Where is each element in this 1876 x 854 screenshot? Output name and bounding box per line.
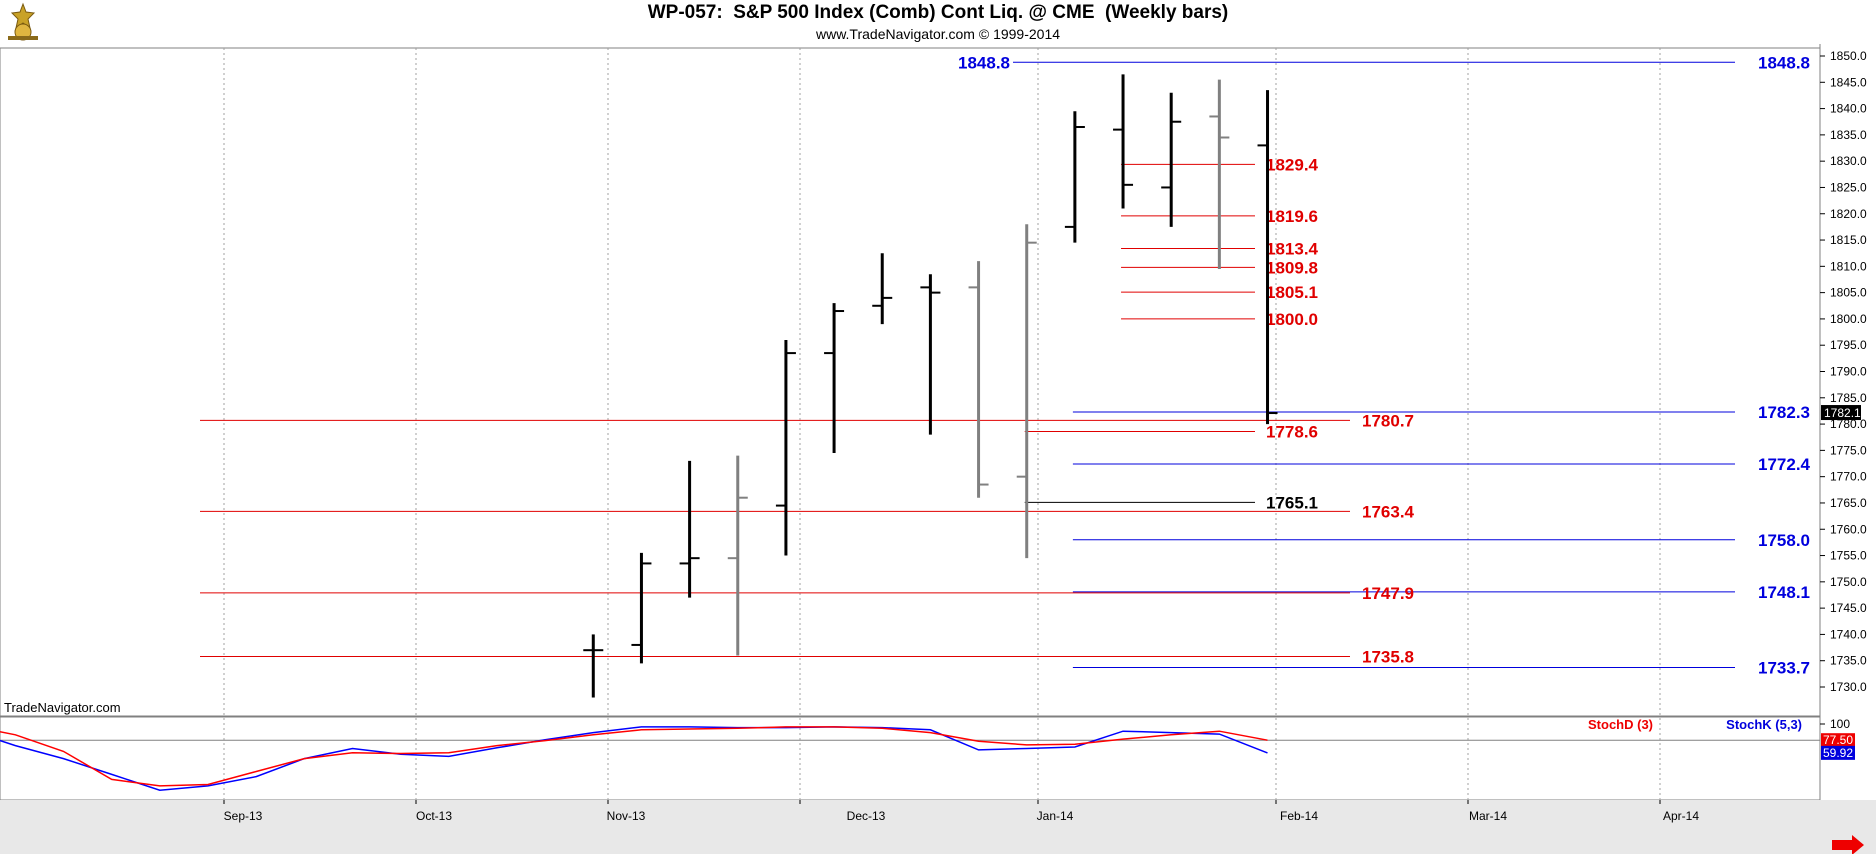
level-label: 1829.4 xyxy=(1266,155,1319,174)
level-label: 1748.1 xyxy=(1758,583,1810,602)
level-label: 1782.3 xyxy=(1758,403,1810,422)
price-tick-label: 1760.0 xyxy=(1830,522,1867,536)
price-tick-label: 1795.0 xyxy=(1830,338,1867,352)
level-label: 1848.8 xyxy=(1758,53,1810,72)
date-label: Mar-14 xyxy=(1469,809,1507,823)
price-panel-frame xyxy=(0,47,1821,717)
price-tick-label: 1840.0 xyxy=(1830,102,1867,116)
price-tick-label: 1835.0 xyxy=(1830,128,1867,142)
level-label: 1778.6 xyxy=(1266,422,1318,441)
level-label: 1780.7 xyxy=(1362,411,1414,430)
price-tick-label: 1765.0 xyxy=(1830,496,1867,510)
last-price-box xyxy=(1821,405,1861,421)
stochd-value-box xyxy=(1821,733,1855,748)
price-tick-label: 1785.0 xyxy=(1830,391,1867,405)
price-tick-label: 1735.0 xyxy=(1830,654,1867,668)
date-label: Jan-14 xyxy=(1037,809,1074,823)
level-label: 1813.4 xyxy=(1266,239,1319,258)
chart-header: WP-057: S&P 500 Index (Comb) Cont Liq. @… xyxy=(0,0,1876,44)
date-label: Nov-13 xyxy=(607,809,646,823)
level-label: 1772.4 xyxy=(1758,455,1811,474)
price-tick-label: 1805.0 xyxy=(1830,286,1867,300)
stochd-value: 77.50 xyxy=(1823,733,1853,747)
date-label: Feb-14 xyxy=(1280,809,1318,823)
watermark: TradeNavigator.com xyxy=(4,700,121,715)
price-tick-label: 1790.0 xyxy=(1830,365,1867,379)
level-label: 1758.0 xyxy=(1758,531,1810,550)
level-label: 1765.1 xyxy=(1266,493,1318,512)
level-label: 1735.8 xyxy=(1362,648,1414,667)
date-axis: Sep-13 Oct-13 Nov-13 Dec-13 Jan-14 Feb-14 Mar-… xyxy=(223,800,1699,823)
date-label: Apr-14 xyxy=(1663,809,1699,823)
price-bars xyxy=(583,74,1278,698)
stochastic-legend: StochD (3) StochK (5,3) xyxy=(1588,717,1802,732)
price-tick-label: 1730.0 xyxy=(1830,680,1867,694)
level-label: 1733.7 xyxy=(1758,659,1810,678)
price-tick-label: 1815.0 xyxy=(1830,233,1867,247)
price-tick-label: 1770.0 xyxy=(1830,470,1867,484)
price-tick-label: 1775.0 xyxy=(1830,443,1867,457)
price-tick-label: 1780.0 xyxy=(1830,417,1867,431)
trade-navigator-logo-icon xyxy=(8,2,38,41)
price-tick-label: 1800.0 xyxy=(1830,312,1867,326)
stoch-line xyxy=(0,726,1268,787)
level-label: 1763.4 xyxy=(1362,502,1415,521)
level-label: 1805.1 xyxy=(1266,283,1318,302)
level-label: 1800.0 xyxy=(1266,310,1318,329)
price-tick-label: 1830.0 xyxy=(1830,154,1867,168)
price-tick-label: 1750.0 xyxy=(1830,575,1867,589)
level-label: 1747.9 xyxy=(1362,584,1414,603)
level-label-left: 1848.8 xyxy=(958,53,1010,72)
legend-stochd: StochD (3) xyxy=(1588,717,1653,732)
chart-title: WP-057: S&P 500 Index (Comb) Cont Liq. @… xyxy=(647,2,1229,23)
date-label: Dec-13 xyxy=(847,809,886,823)
level-label: 1819.6 xyxy=(1266,207,1318,226)
right-arrow-icon[interactable] xyxy=(1832,835,1864,854)
price-tick-label: 1845.0 xyxy=(1830,75,1867,89)
price-tick-label: 1850.0 xyxy=(1830,49,1867,63)
date-axis-band xyxy=(0,800,1876,854)
stoch-tick-label: 100 xyxy=(1830,717,1850,731)
last-price-label: 1782.1 xyxy=(1824,406,1861,420)
stochk-value-box xyxy=(1821,745,1855,760)
panel-borders xyxy=(0,44,1876,854)
date-gridlines xyxy=(223,48,1661,800)
price-tick-label: 1825.0 xyxy=(1830,180,1867,194)
date-label: Sep-13 xyxy=(224,809,263,823)
stoch-line xyxy=(0,726,1268,791)
price-axis: 1850.0 1845.0 1840.0 1835.0 1830.0 1825.0 1820… xyxy=(1820,49,1867,694)
level-label: 1809.8 xyxy=(1266,258,1318,277)
legend-stochk: StochK (5,3) xyxy=(1726,717,1802,732)
date-label: Oct-13 xyxy=(416,809,452,823)
price-tick-label: 1810.0 xyxy=(1830,259,1867,273)
price-tick-label: 1755.0 xyxy=(1830,549,1867,563)
price-tick-label: 1740.0 xyxy=(1830,627,1867,641)
stochk-value: 59.92 xyxy=(1823,746,1853,760)
price-tick-label: 1820.0 xyxy=(1830,207,1867,221)
chart-subtitle: www.TradeNavigator.com © 1999-2014 xyxy=(815,26,1061,42)
price-tick-label: 1745.0 xyxy=(1830,601,1867,615)
